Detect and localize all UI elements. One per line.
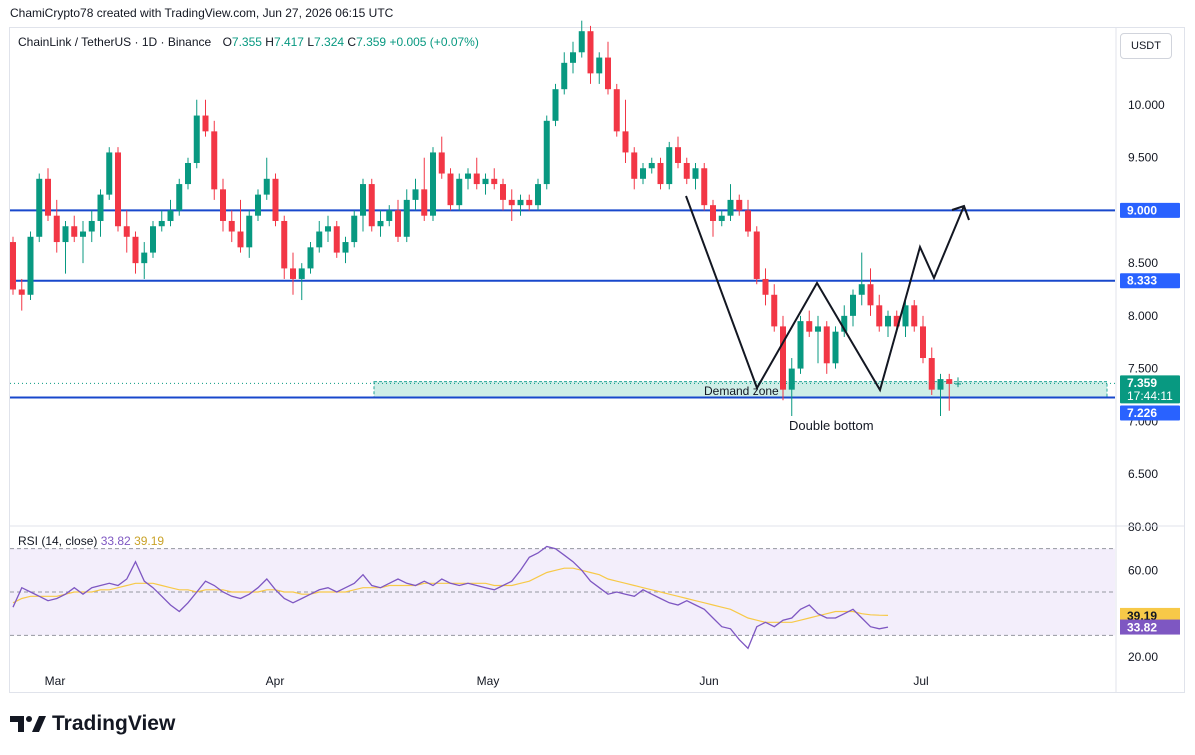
tradingview-logo-icon xyxy=(10,716,46,732)
currency-button[interactable]: USDT xyxy=(1120,33,1172,59)
chart-attribution: ChamiCrypto78 created with TradingView.c… xyxy=(10,6,394,20)
symbol-name[interactable]: ChainLink / TetherUS · 1D · Binance xyxy=(18,35,212,49)
low-value: 7.324 xyxy=(314,35,345,49)
high-value: 7.417 xyxy=(273,35,304,49)
rsi-value: 33.82 xyxy=(100,534,131,548)
rsi-ma-value: 39.19 xyxy=(134,534,165,548)
chart-frame xyxy=(9,27,1185,693)
tradingview-logo: TradingView xyxy=(10,712,175,736)
close-value: 7.359 xyxy=(356,35,387,49)
rsi-title[interactable]: RSI (14, close) xyxy=(18,534,98,548)
open-value: 7.355 xyxy=(231,35,262,49)
symbol-legend: ChainLink / TetherUS · 1D · Binance O7.3… xyxy=(18,35,479,49)
rsi-legend: RSI (14, close) 33.82 39.19 xyxy=(18,534,164,548)
change-value: +0.005 (+0.07%) xyxy=(389,35,479,49)
